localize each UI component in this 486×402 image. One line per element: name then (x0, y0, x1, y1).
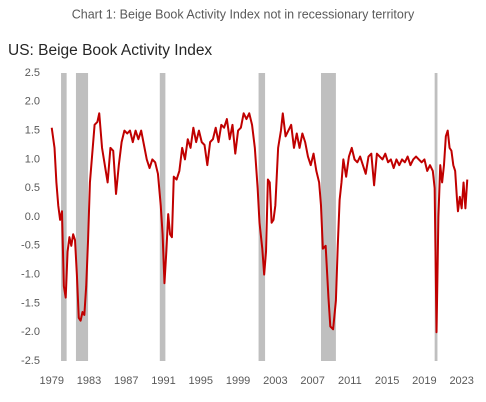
y-tick-label: -1.5 (21, 297, 40, 309)
x-tick-label: 2019 (412, 375, 436, 387)
y-tick-label: -2.5 (21, 355, 40, 367)
y-tick-label: 0.0 (25, 211, 40, 223)
x-tick-label: 2011 (338, 375, 362, 387)
y-tick-label: -2.0 (21, 326, 40, 338)
series-line (50, 112, 469, 334)
y-tick-label: 1.5 (25, 125, 40, 137)
chart-title: Chart 1: Beige Book Activity Index not i… (72, 7, 415, 21)
x-tick-label: 2023 (449, 375, 473, 387)
x-tick-label: 2007 (300, 375, 324, 387)
recession-band (434, 73, 438, 361)
y-tick-label: -0.5 (21, 240, 40, 252)
y-tick-label: 1.0 (25, 153, 40, 165)
chart-subtitle: US: Beige Book Activity Index (8, 42, 212, 59)
y-tick-label: 2.0 (25, 96, 40, 108)
x-tick-label: 2015 (375, 375, 399, 387)
x-tick-label: 2003 (263, 375, 287, 387)
x-tick-label: 1979 (39, 375, 63, 387)
x-tick-label: 1999 (226, 375, 250, 387)
recession-band (61, 73, 67, 361)
recession-band (159, 73, 166, 361)
x-tick-label: 1991 (151, 375, 175, 387)
x-tick-label: 1995 (189, 375, 213, 387)
y-tick-label: -1.0 (21, 269, 40, 281)
recession-band (320, 73, 336, 361)
y-tick-label: 0.5 (25, 182, 40, 194)
recession-band (258, 73, 266, 361)
y-tick-label: 2.5 (25, 67, 40, 79)
x-tick-label: 1983 (77, 375, 101, 387)
x-tick-label: 1987 (114, 375, 138, 387)
